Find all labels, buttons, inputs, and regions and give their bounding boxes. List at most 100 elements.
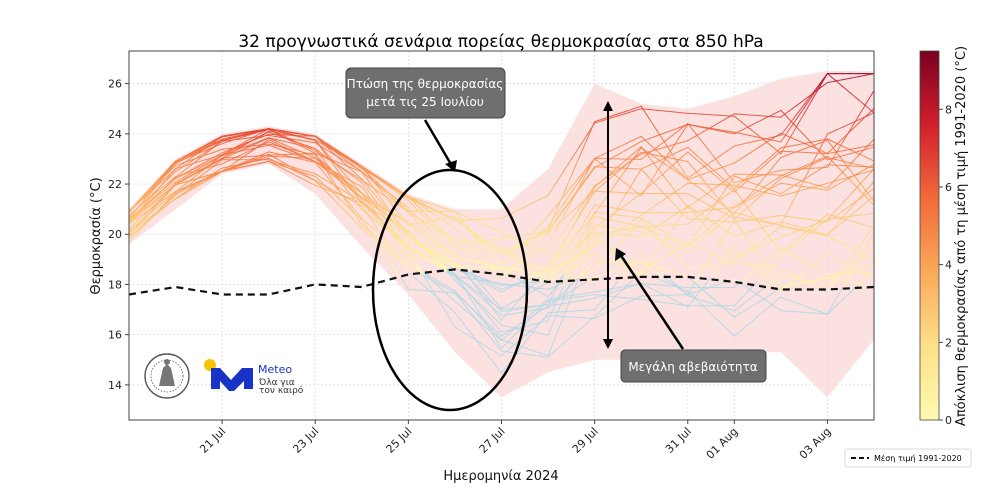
ensemble-member-segment	[679, 165, 689, 179]
ensemble-member-segment	[470, 254, 479, 261]
ensemble-member-segment	[811, 160, 821, 166]
ensemble-member-segment	[198, 175, 208, 179]
ensemble-member-segment	[625, 234, 634, 237]
ensemble-member-segment	[764, 276, 774, 285]
ensemble-member-segment	[625, 139, 634, 145]
ensemble-member-segment	[764, 232, 774, 239]
ensemble-member-segment	[144, 210, 153, 219]
ensemble-member-segment	[640, 217, 650, 224]
ensemble-member-segment	[819, 313, 828, 315]
ensemble-member-segment	[555, 243, 565, 259]
ensemble-member-segment	[369, 175, 378, 187]
ensemble-member-segment	[679, 171, 689, 181]
ensemble-member-segment	[470, 230, 479, 238]
ensemble-member-segment	[609, 206, 619, 210]
ensemble-member-segment	[811, 140, 821, 143]
ensemble-member-segment	[415, 204, 425, 214]
ensemble-member-segment	[764, 157, 774, 166]
ensemble-member-segment	[842, 243, 852, 249]
ensemble-member-segment	[353, 192, 363, 204]
ensemble-member-segment	[648, 117, 658, 131]
ensemble-member-segment	[415, 251, 425, 258]
ensemble-member-segment	[772, 177, 782, 186]
ensemble-member-segment	[772, 256, 782, 266]
ensemble-member-segment	[710, 244, 720, 258]
ensemble-member-segment	[726, 328, 735, 337]
ensemble-member-segment	[244, 157, 254, 163]
ensemble-member-segment	[803, 142, 813, 148]
ensemble-member-segment	[664, 135, 673, 142]
ensemble-member-segment	[664, 110, 673, 113]
ensemble-member-segment	[221, 155, 231, 160]
ensemble-member-segment	[314, 152, 324, 157]
ensemble-member-segment	[392, 188, 402, 196]
ensemble-member-segment	[764, 138, 774, 141]
ensemble-member-segment	[454, 238, 464, 241]
ensemble-member-segment	[741, 174, 751, 183]
ensemble-member-segment	[361, 179, 371, 186]
ensemble-member-segment	[555, 297, 565, 318]
ensemble-member-segment	[407, 272, 417, 280]
ensemble-member-segment	[423, 248, 433, 257]
ensemble-member-segment	[819, 188, 828, 191]
ensemble-member-segment	[283, 147, 293, 153]
ensemble-member-segment	[749, 171, 759, 179]
ensemble-member-segment	[679, 124, 689, 128]
ensemble-member-segment	[795, 227, 805, 232]
ensemble-member-segment	[369, 171, 378, 177]
ensemble-member-segment	[741, 307, 751, 313]
ensemble-member-segment	[819, 182, 828, 186]
ensemble-member-segment	[361, 219, 371, 232]
ensemble-member-segment	[415, 198, 425, 203]
ensemble-member-segment	[757, 226, 766, 230]
ensemble-member-segment	[438, 298, 448, 307]
ensemble-member-segment	[865, 156, 875, 162]
ensemble-member-segment	[858, 115, 867, 124]
ensemble-member-segment	[710, 267, 720, 278]
ensemble-member-segment	[718, 281, 728, 285]
ensemble-member-segment	[431, 249, 440, 256]
ensemble-member-segment	[563, 211, 572, 220]
ensemble-member-segment	[353, 191, 363, 200]
ensemble-member-segment	[361, 171, 371, 179]
ensemble-member-segment	[695, 289, 704, 293]
ensemble-member-segment	[213, 138, 223, 144]
ensemble-member-segment	[470, 306, 479, 316]
ensemble-member-segment	[524, 202, 533, 208]
ensemble-member-segment	[136, 224, 145, 235]
ensemble-member-segment	[532, 305, 541, 314]
ensemble-member-segment	[477, 239, 487, 250]
ensemble-member-segment	[858, 153, 867, 158]
ensemble-member-segment	[679, 302, 689, 308]
ensemble-member-segment	[555, 311, 565, 313]
ensemble-member-segment	[679, 140, 689, 144]
ensemble-member-segment	[314, 176, 324, 185]
ensemble-member-segment	[345, 159, 355, 167]
ensemble-member-segment	[656, 239, 665, 252]
annotation-drop: Πτώση της θερμοκρασίας μετά τις 25 Ιουλί…	[345, 67, 506, 119]
ensemble-member-segment	[842, 77, 852, 81]
ensemble-member-segment	[299, 155, 308, 160]
ensemble-member-segment	[501, 310, 510, 321]
ensemble-member-segment	[679, 124, 689, 137]
ensemble-member-segment	[679, 288, 689, 295]
ensemble-member-segment	[780, 174, 790, 178]
ensemble-member-segment	[516, 277, 526, 284]
ensemble-member-segment	[726, 221, 735, 223]
ensemble-member-segment	[353, 176, 363, 184]
ensemble-member-segment	[167, 193, 177, 202]
ensemble-member-segment	[671, 126, 681, 131]
ensemble-member-segment	[555, 215, 565, 231]
ensemble-member-segment	[431, 288, 440, 303]
ensemble-member-segment	[438, 206, 448, 210]
ensemble-member-segment	[151, 196, 161, 205]
ensemble-member-segment	[687, 193, 696, 199]
ensemble-member-segment	[803, 226, 813, 234]
ensemble-member-segment	[151, 208, 161, 217]
ensemble-member-segment	[695, 269, 704, 283]
ensemble-member-segment	[330, 176, 339, 190]
ensemble-member-segment	[446, 235, 456, 245]
ensemble-member-segment	[431, 253, 440, 262]
ensemble-member-segment	[182, 169, 192, 175]
ensemble-member-segment	[733, 253, 743, 258]
